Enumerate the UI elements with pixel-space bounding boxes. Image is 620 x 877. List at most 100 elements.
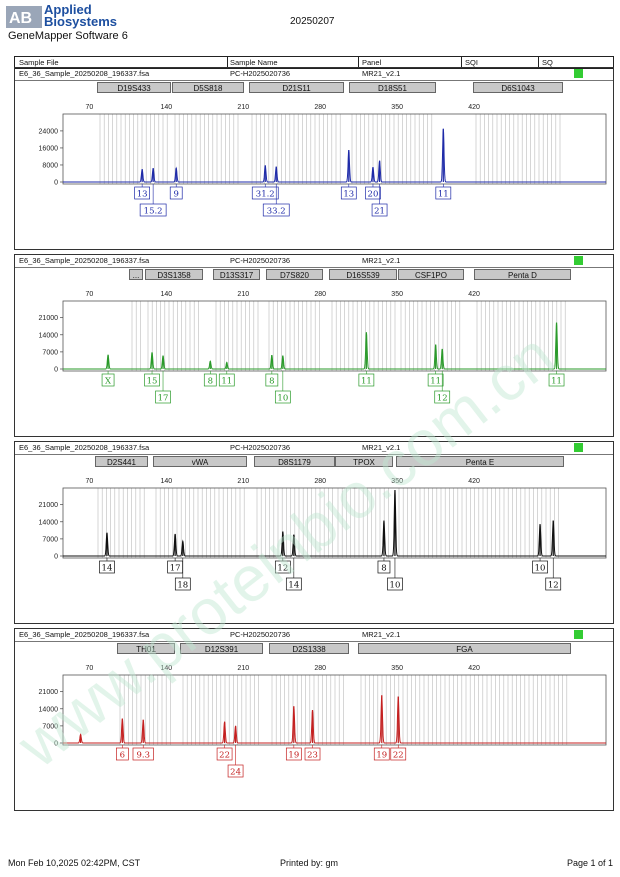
y-tick-label: 0 [54, 180, 58, 187]
locus-fga[interactable]: FGA [358, 643, 571, 654]
locus-d5s818[interactable]: D5S818 [172, 82, 244, 93]
allele-label: 12 [277, 563, 288, 573]
locus-d6s1043[interactable]: D6S1043 [473, 82, 563, 93]
locus-d12s391[interactable]: D12S391 [180, 643, 263, 654]
locus-d2s1338[interactable]: D2S1338 [269, 643, 349, 654]
electropherogram-plot: 70 140 210 280 350 420 21000 14000 7000 0 14 17 18 12… [39, 478, 607, 591]
allele-box [427, 373, 444, 387]
page-number: Page 1 of 1 [567, 858, 614, 868]
locus-d3s1358[interactable]: D3S1358 [145, 269, 203, 280]
trace-black [63, 489, 606, 557]
y-tick-label: 24000 [39, 128, 59, 135]
locus-d13s317[interactable]: D13S317 [213, 269, 260, 280]
size-tick-label: 350 [391, 104, 403, 111]
allele-label: 11 [438, 189, 449, 199]
locus-vwa[interactable]: vWA [153, 456, 247, 467]
allele-label: 8 [381, 563, 386, 573]
allele-box [545, 577, 562, 591]
allele-box [155, 390, 171, 404]
report-title: 20250207 [290, 16, 335, 27]
allele-box [390, 747, 407, 761]
brand-name: Applied Biosystems [44, 2, 117, 29]
plot-frame [62, 300, 607, 372]
size-tick-label: 350 [391, 478, 403, 485]
sample-file-value: E6_36_Sample_20250208_196337.fsa [19, 443, 150, 452]
allele-label: 11 [221, 376, 232, 386]
allele-label: 8 [208, 376, 213, 386]
locus-tpox[interactable]: TPOX [335, 456, 393, 467]
sample-file-value: E6_36_Sample_20250208_196337.fsa [19, 69, 150, 78]
locus--[interactable]: ... [129, 269, 143, 280]
applied-biosystems-logo-icon: AB [6, 6, 42, 28]
allele-box [274, 390, 291, 404]
size-tick-label: 140 [160, 478, 172, 485]
size-tick-label: 70 [85, 478, 93, 485]
allele-box [435, 186, 452, 200]
y-tick-label: 21000 [39, 689, 59, 696]
col-sample-name: Sample Name [230, 58, 278, 67]
allele-label: 10 [390, 580, 401, 590]
locus-d21s11[interactable]: D21S11 [249, 82, 344, 93]
printed-timestamp: Mon Feb 10,2025 02:42PM, CST [8, 858, 141, 868]
y-tick-label: 7000 [42, 349, 58, 356]
size-tick-label: 210 [237, 104, 249, 111]
allele-label: 22 [393, 750, 404, 760]
allele-label: 10 [535, 563, 546, 573]
sample-name-value: PC-H2025020736 [230, 443, 291, 452]
allele-label: 24 [230, 767, 241, 777]
allele-box [139, 203, 167, 217]
allele-label: 9 [174, 189, 179, 199]
locus-csf1po[interactable]: CSF1PO [398, 269, 464, 280]
allele-label: 12 [437, 393, 448, 403]
allele-label: 15.2 [144, 206, 163, 216]
locus-penta-e[interactable]: Penta E [396, 456, 564, 467]
software-name: GeneMapper Software 6 [8, 30, 128, 42]
allele-box [134, 186, 150, 200]
plot-frame [62, 674, 607, 746]
locus-d8s1179[interactable]: D8S1179 [254, 456, 335, 467]
allele-label: 13 [343, 189, 354, 199]
plot-frame [62, 113, 607, 185]
allele-box [99, 560, 115, 574]
size-tick-label: 70 [85, 104, 93, 111]
locus-th01[interactable]: TH01 [117, 643, 175, 654]
allele-label: 11 [430, 376, 441, 386]
locus-d18s51[interactable]: D18S51 [349, 82, 436, 93]
plot-frame [62, 487, 607, 559]
trace-red [63, 695, 606, 744]
allele-label: 14 [288, 580, 299, 590]
allele-box [285, 747, 302, 761]
size-tick-label: 420 [468, 291, 480, 298]
allele-label: 13 [137, 189, 148, 199]
allele-label: 11 [551, 376, 562, 386]
allele-box [285, 577, 302, 591]
allele-label: 10 [277, 393, 288, 403]
panel-info-row: E6_36_Sample_20250208_196337.fsa PC-H2025… [15, 255, 613, 268]
panel-value: MR21_v2.1 [362, 443, 401, 452]
size-tick-label: 140 [160, 665, 172, 672]
allele-box [434, 390, 451, 404]
allele-label: 11 [361, 376, 372, 386]
table-header: Sample File Sample Name Panel SQI SQ [14, 56, 614, 69]
allele-box [218, 373, 235, 387]
allele-label: 31.2 [256, 189, 275, 199]
locus-d7s820[interactable]: D7S820 [266, 269, 323, 280]
size-tick-label: 280 [314, 665, 326, 672]
locus-penta-d[interactable]: Penta D [474, 269, 571, 280]
allele-box [216, 747, 233, 761]
size-tick-label: 140 [160, 291, 172, 298]
locus-d19s433[interactable]: D19S433 [97, 82, 171, 93]
allele-box [132, 747, 154, 761]
allele-label: 22 [219, 750, 230, 760]
sample-name-value: PC-H2025020736 [230, 256, 291, 265]
allele-label: 12 [548, 580, 559, 590]
allele-box [340, 186, 357, 200]
allele-label: 15 [147, 376, 158, 386]
size-tick-label: 280 [314, 478, 326, 485]
locus-d2s441[interactable]: D2S441 [95, 456, 148, 467]
allele-label: 21 [374, 206, 385, 216]
locus-d16s539[interactable]: D16S539 [329, 269, 397, 280]
panel-info-row: E6_36_Sample_20250208_196337.fsa PC-H2025… [15, 629, 613, 642]
